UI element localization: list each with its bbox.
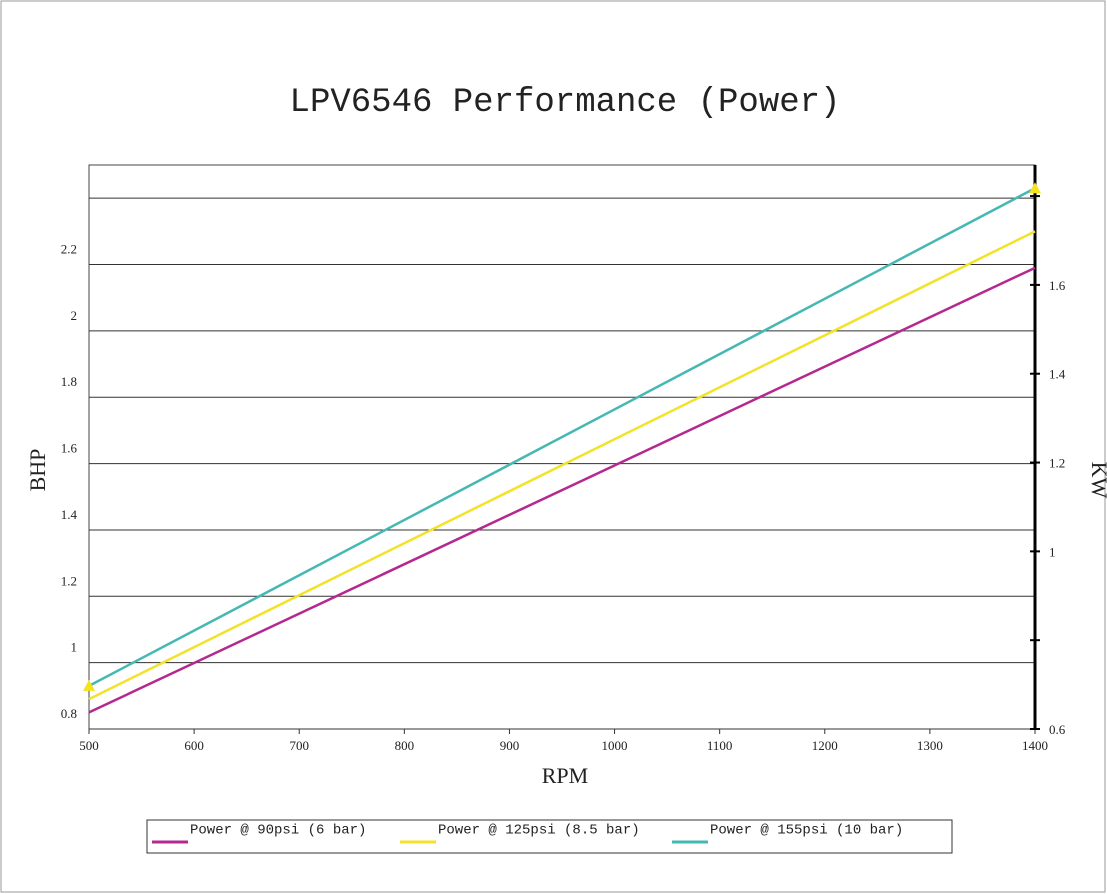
series-marker (83, 679, 95, 691)
x-tick-label: 600 (184, 738, 204, 753)
series-marker (1029, 182, 1041, 194)
y2-tick-label: 1 (1049, 544, 1056, 559)
x-tick-label: 1200 (812, 738, 838, 753)
y2-tick-label: 1.4 (1049, 367, 1066, 382)
y-tick-label: 1.8 (61, 374, 77, 389)
y-tick-label: 0.8 (61, 706, 77, 721)
x-tick-label: 1400 (1022, 738, 1048, 753)
y2-tick-label: 1.2 (1049, 456, 1065, 471)
y-tick-label: 1.6 (61, 441, 78, 456)
x-tick-label: 500 (79, 738, 99, 753)
y2-axis-label: KW (1087, 462, 1107, 499)
y-tick-label: 1 (71, 640, 78, 655)
series-line (88, 187, 1036, 687)
x-tick-label: 1100 (707, 738, 733, 753)
y-tick-label: 1.4 (61, 507, 78, 522)
y-tick-label: 1.2 (61, 573, 77, 588)
y-tick-label: 2 (71, 308, 78, 323)
legend-label: Power @ 155psi (10 bar) (710, 823, 903, 839)
y2-tick-label: 1.6 (1049, 278, 1066, 293)
legend-label: Power @ 125psi (8.5 bar) (438, 823, 640, 839)
series-line (88, 266, 1036, 714)
x-tick-label: 700 (289, 738, 309, 753)
chart-title: LPV6546 Performance (Power) (290, 84, 841, 122)
x-tick-label: 1300 (917, 738, 943, 753)
x-tick-label: 800 (395, 738, 415, 753)
series-line (88, 230, 1036, 701)
y-tick-label: 2.2 (61, 242, 77, 257)
x-tick-label: 900 (500, 738, 520, 753)
y2-tick-label: 0.6 (1049, 722, 1066, 737)
x-axis-label: RPM (542, 763, 588, 788)
x-tick-label: 1000 (602, 738, 628, 753)
legend-label: Power @ 90psi (6 bar) (190, 823, 366, 839)
legend (146, 819, 953, 854)
y-axis-label: BHP (25, 449, 50, 492)
